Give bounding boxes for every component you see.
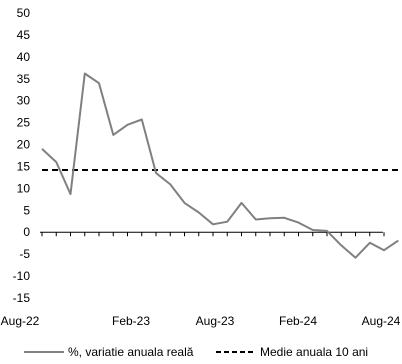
y-tick-label: -5 xyxy=(19,247,30,261)
series-annual-real-variation-line xyxy=(41,72,399,259)
y-tick-label: -10 xyxy=(13,269,31,283)
y-tick-label: -15 xyxy=(13,291,31,305)
y-tick-label: 35 xyxy=(17,72,31,86)
y-tick-label: 30 xyxy=(17,94,31,108)
y-tick-label: 20 xyxy=(17,138,31,152)
y-tick-label: 25 xyxy=(17,116,31,130)
x-tick-label: Feb-23 xyxy=(112,314,150,328)
legend: %, variatie anuala reală Medie anuala 10… xyxy=(24,345,368,359)
x-tick-label: Aug-24 xyxy=(362,314,401,328)
y-tick-label: 10 xyxy=(17,181,31,195)
y-tick-label: 5 xyxy=(23,203,30,217)
y-tick-label: 0 xyxy=(23,225,30,239)
x-tick-label: Aug-22 xyxy=(1,314,40,328)
legend-label-annual-real-variation: %, variatie anuala reală xyxy=(68,345,194,359)
x-axis-ticks xyxy=(41,232,385,237)
y-tick-label: 15 xyxy=(17,159,31,173)
x-tick-label: Feb-24 xyxy=(279,314,317,328)
y-axis-tick-labels: -15 -10 -5 0 5 10 15 20 25 30 35 40 45 50 xyxy=(13,6,31,305)
y-tick-label: 45 xyxy=(17,28,31,42)
legend-label-ten-year-average: Medie anuala 10 ani xyxy=(260,345,368,359)
x-tick-label: Aug-23 xyxy=(196,314,235,328)
y-tick-label: 50 xyxy=(17,6,31,20)
x-axis-tick-labels: Aug-22 Feb-23 Aug-23 Feb-24 Aug-24 xyxy=(1,314,401,328)
y-tick-label: 40 xyxy=(17,50,31,64)
